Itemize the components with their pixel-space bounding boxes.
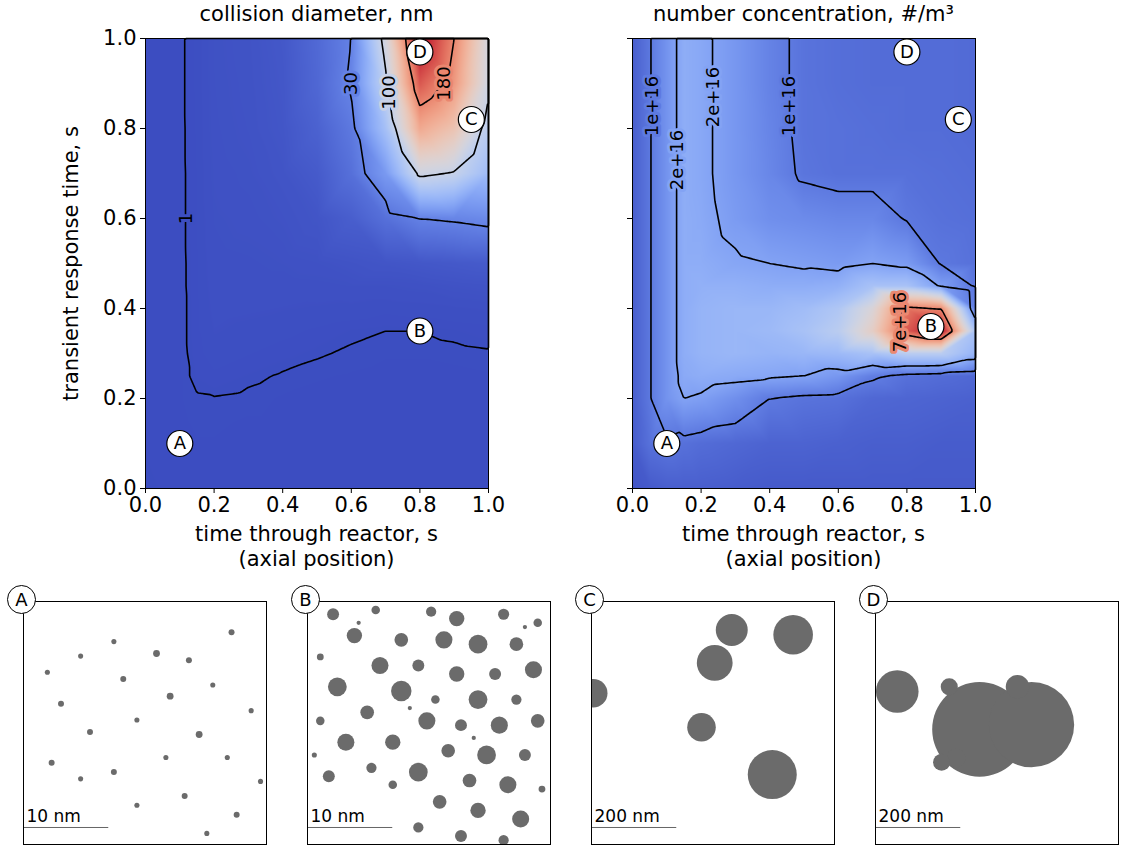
- svg-text:0.6: 0.6: [335, 493, 368, 517]
- html-text:C: C: [583, 589, 596, 610]
- svg-text:0.4: 0.4: [753, 493, 786, 517]
- svg-text:0.0: 0.0: [616, 493, 649, 517]
- svg-text:1: 1: [175, 213, 196, 224]
- html-text:time through reactor, s (axial: time through reactor, s (axial position): [195, 522, 438, 571]
- svg-text:200 nm: 200 nm: [595, 806, 660, 826]
- svg-text:0.6: 0.6: [103, 206, 136, 230]
- svg-text:A: A: [661, 432, 674, 453]
- svg-text:0.6: 0.6: [822, 493, 855, 517]
- svg-text:D: D: [900, 41, 914, 62]
- svg-text:7e+16: 7e+16: [889, 292, 910, 353]
- html-text:B: B: [299, 589, 312, 610]
- svg-text:2e+16: 2e+16: [666, 130, 687, 191]
- svg-text:2e+16: 2e+16: [702, 67, 723, 128]
- svg-text:0.8: 0.8: [403, 493, 436, 517]
- svg-text:1.0: 1.0: [103, 26, 136, 50]
- svg-text:0.4: 0.4: [266, 493, 299, 517]
- svg-text:B: B: [925, 315, 937, 336]
- svg-text:0.2: 0.2: [197, 493, 230, 517]
- svg-text:C: C: [465, 108, 478, 129]
- svg-text:1.0: 1.0: [959, 493, 992, 517]
- svg-text:D: D: [413, 41, 427, 62]
- svg-text:0.8: 0.8: [103, 116, 136, 140]
- svg-text:200 nm: 200 nm: [879, 806, 944, 826]
- svg-text:1e+16: 1e+16: [778, 76, 799, 137]
- svg-text:1e+16: 1e+16: [641, 76, 662, 137]
- svg-text:180: 180: [433, 66, 454, 100]
- svg-text:10 nm: 10 nm: [27, 806, 81, 826]
- svg-text:0.0: 0.0: [129, 493, 162, 517]
- html-text:collision diameter, nm: collision diameter, nm: [199, 2, 434, 26]
- svg-text:0.0: 0.0: [103, 476, 137, 501]
- svg-text:0.2: 0.2: [684, 493, 717, 517]
- svg-text:0.4: 0.4: [103, 296, 136, 320]
- svg-text:0.2: 0.2: [103, 386, 136, 410]
- svg-text:C: C: [952, 108, 965, 129]
- html-text:number concentration, #/m³: number concentration, #/m³: [653, 2, 954, 26]
- html-text:D: D: [866, 589, 881, 610]
- html-text:time through reactor, s (axial: time through reactor, s (axial position): [682, 522, 925, 571]
- html-text:A: A: [15, 589, 28, 610]
- svg-text:1.0: 1.0: [472, 493, 505, 517]
- svg-text:10 nm: 10 nm: [311, 806, 365, 826]
- svg-text:0.8: 0.8: [890, 493, 923, 517]
- svg-text:100: 100: [378, 75, 399, 109]
- svg-text:transient response time, s: transient response time, s: [59, 126, 83, 401]
- svg-text:B: B: [414, 320, 426, 341]
- svg-text:A: A: [174, 432, 187, 453]
- svg-text:30: 30: [340, 72, 361, 95]
